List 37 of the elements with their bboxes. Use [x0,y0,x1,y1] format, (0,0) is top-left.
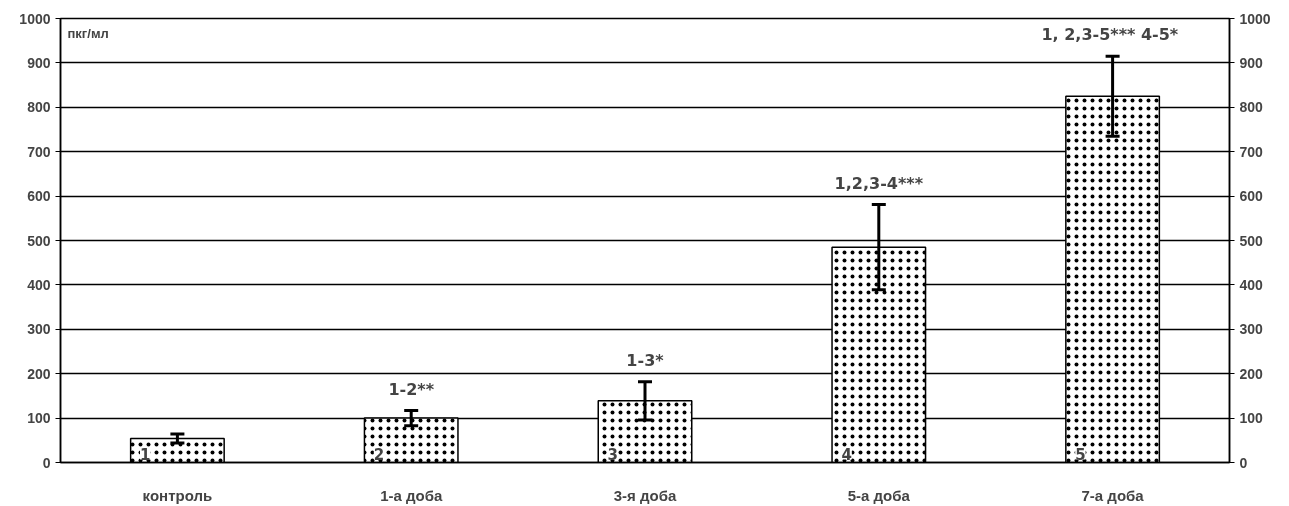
x-tick-label: 7-а доба [1081,486,1145,504]
x-tick-label: 1-а доба [380,486,443,504]
y-tick-label: 400 [27,276,51,293]
annotation: 3 [607,445,619,464]
annotation: 5 [1075,445,1086,464]
annotation: 1, 2,3-5*** 4-5* [1041,25,1179,45]
y2-tick-label: 100 [1239,410,1264,427]
y-tick-label: 600 [27,188,51,205]
y2-tick-label: 800 [1239,99,1264,116]
y-tick-label: 300 [27,321,51,338]
y2-tick-label: 900 [1239,54,1264,71]
y-tick-label: 700 [27,143,51,160]
y2-tick-label: 300 [1239,321,1264,338]
y2-tick-label: 400 [1239,276,1264,293]
annotation: 1 [139,445,151,464]
annotation: 2 [373,445,385,464]
y2-tick-label: 500 [1239,232,1264,249]
y2-tick-label: 600 [1239,188,1264,205]
y2-tick-label: 200 [1239,365,1264,382]
y2-tick-label: 700 [1239,143,1264,160]
annotation: 4 [841,445,852,464]
y-tick-label: 800 [27,99,51,116]
x-tick-label: контроль [142,486,213,504]
annotation: 1-2** [388,379,435,399]
y-tick-label: 0 [42,454,51,471]
x-tick-label: 3-я доба [613,486,677,504]
y-tick-label: 200 [27,365,51,382]
y-tick-label: 900 [27,54,51,71]
y2-tick-label: 1000 [1239,10,1271,27]
y2-tick-label: 0 [1239,454,1248,471]
annotation: 1-3* [626,350,665,370]
y-tick-label: 500 [27,232,51,249]
y-tick-label: 1000 [19,10,51,27]
y-axis-title: пкг/мл [67,25,109,41]
x-tick-label: 5-а доба [847,486,911,504]
annotation: 1,2,3-4*** [834,173,924,193]
y-tick-label: 100 [27,410,51,427]
